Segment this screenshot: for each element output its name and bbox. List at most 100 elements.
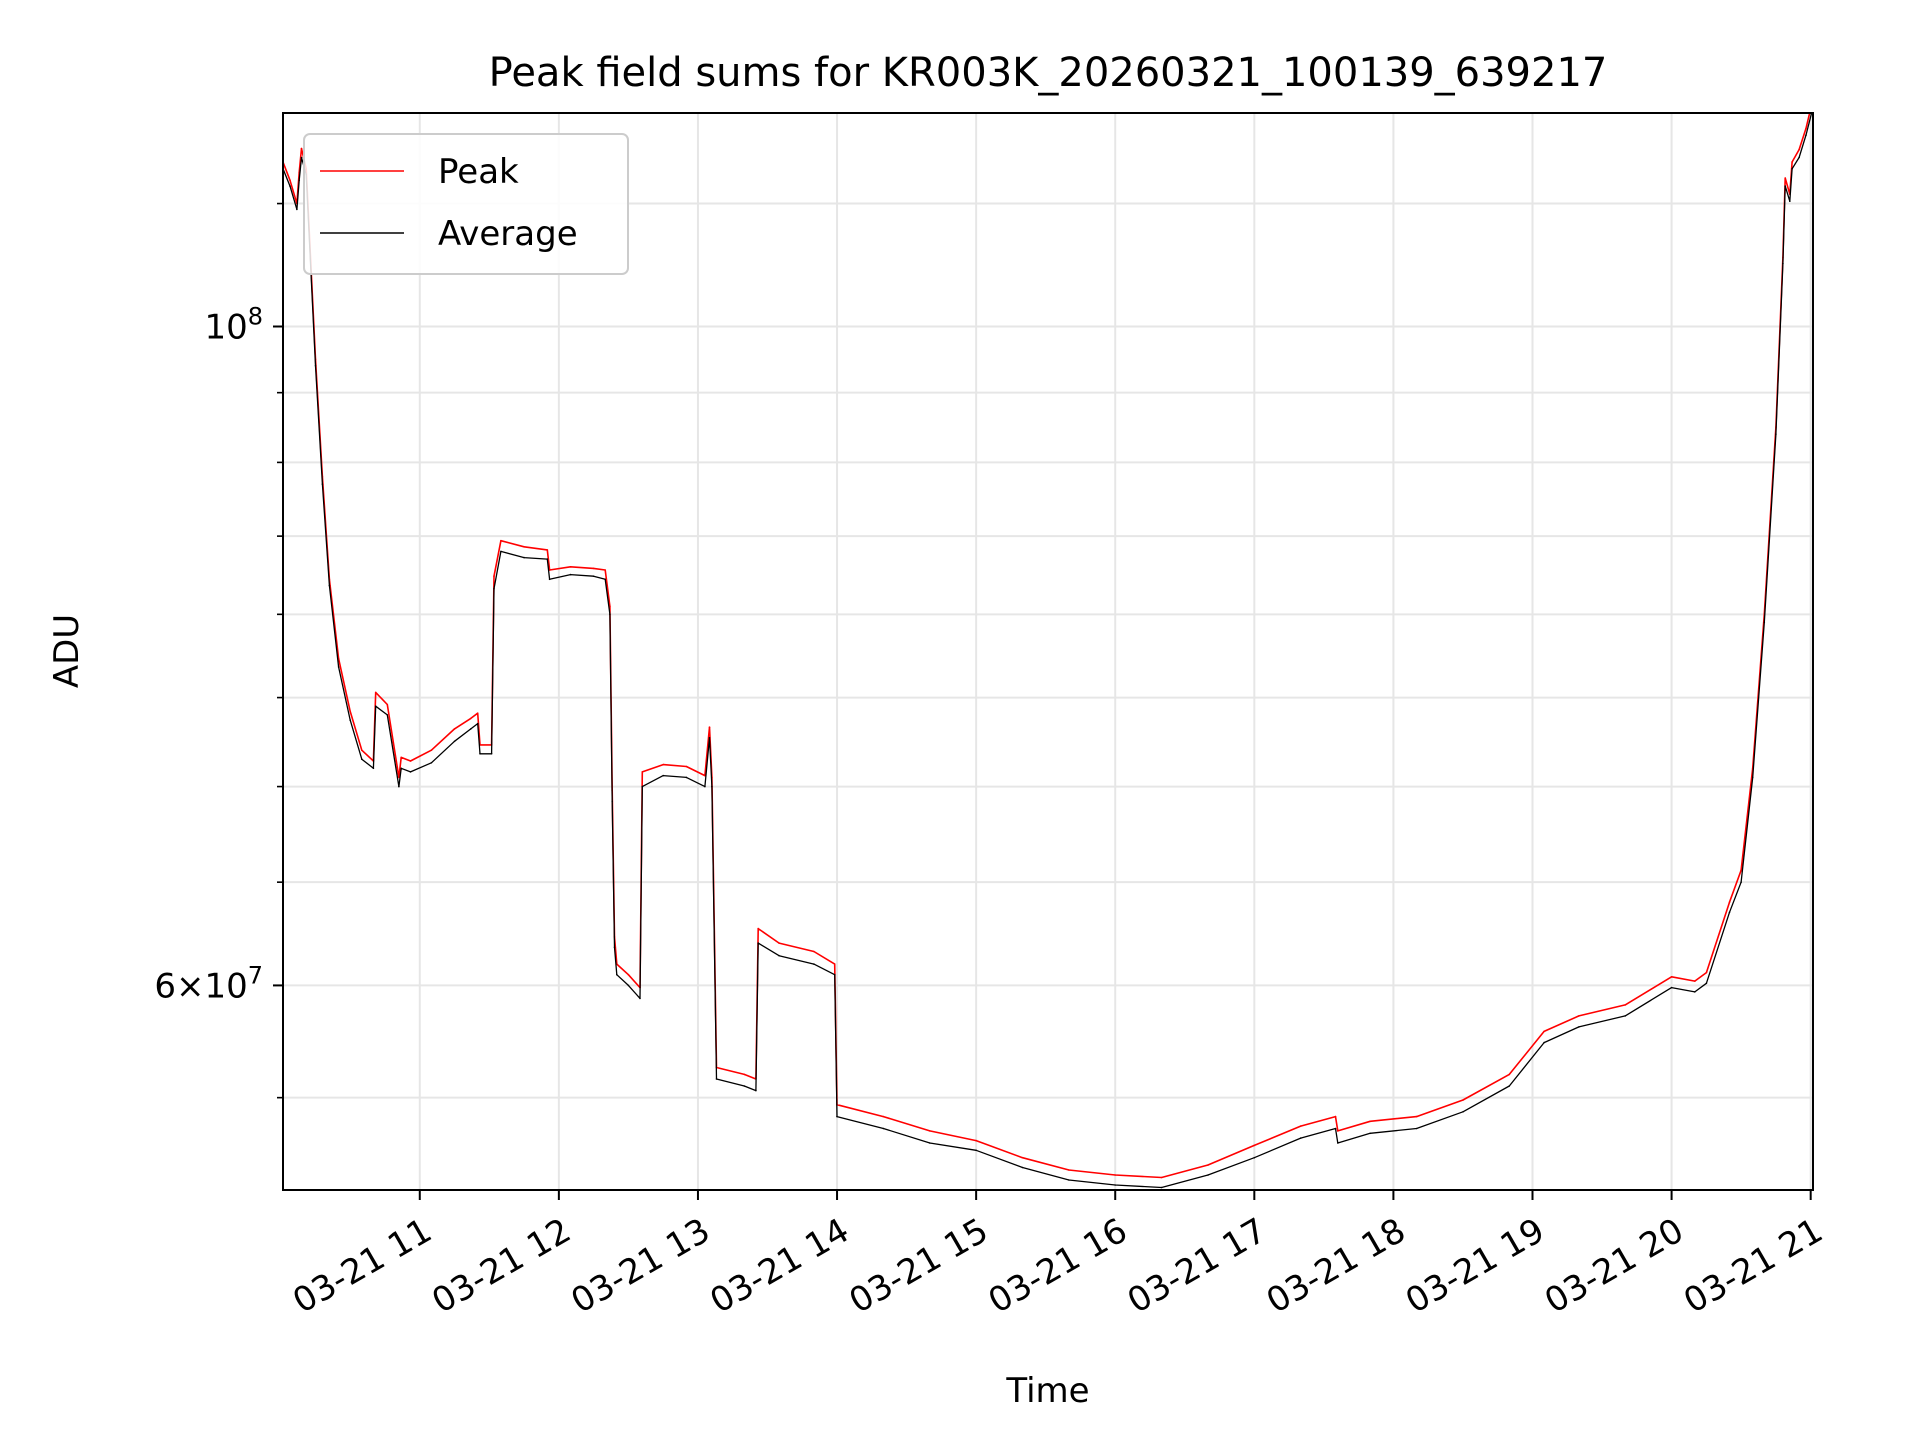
data-point-average: [398, 785, 400, 788]
data-point-average: [1740, 881, 1742, 883]
data-point-average: [627, 984, 630, 987]
data-point-peak: [1728, 901, 1731, 903]
data-point-average: [1334, 1127, 1337, 1130]
data-point-average: [1543, 1041, 1545, 1044]
grid-lines: [283, 113, 1813, 1190]
data-point-peak: [374, 691, 377, 694]
data-point-peak: [1624, 1004, 1626, 1006]
data-point-average: [1462, 1111, 1464, 1113]
data-point-average: [1299, 1137, 1302, 1139]
data-point-average: [1791, 168, 1793, 170]
data-point-peak: [1299, 1125, 1302, 1127]
data-point-average: [1114, 1184, 1116, 1186]
data-point-average: [314, 365, 317, 367]
data-point-peak: [757, 927, 759, 930]
data-point-average: [813, 963, 815, 965]
data-point-peak: [627, 973, 630, 976]
data-point-average: [409, 771, 412, 773]
data-point-peak: [1462, 1099, 1464, 1101]
data-point-average: [386, 714, 389, 716]
data-point-peak: [349, 710, 352, 713]
chart-title: Peak field sums for KR003K_20260321_1001…: [489, 50, 1608, 96]
data-point-average: [662, 774, 664, 777]
data-point-peak: [523, 546, 525, 548]
data-point-peak: [641, 771, 644, 773]
data-point-peak: [929, 1130, 931, 1132]
data-point-average: [975, 1149, 977, 1152]
data-point-peak: [813, 950, 815, 953]
data-point-average: [349, 719, 352, 721]
data-point-peak: [685, 765, 688, 768]
data-point-peak: [1784, 177, 1786, 179]
data-point-average: [1068, 1179, 1070, 1181]
data-point-peak: [1114, 1174, 1116, 1176]
data-point-average: [611, 800, 613, 803]
data-point-average: [289, 185, 291, 187]
data-point-average: [641, 785, 644, 788]
data-point-average: [1763, 621, 1766, 624]
data-point-average: [1337, 1142, 1339, 1144]
axes-frame: [282, 112, 1814, 1191]
data-point-peak: [1207, 1164, 1209, 1166]
legend-label-peak: Peak: [438, 152, 519, 192]
data-point-average: [592, 575, 595, 577]
data-point-peak: [1740, 869, 1742, 872]
data-point-average: [548, 578, 551, 581]
data-point-average: [836, 1115, 838, 1118]
data-point-average: [476, 722, 479, 725]
data-point-average: [711, 785, 713, 788]
data-point-average: [298, 179, 301, 182]
data-point-average: [1789, 200, 1791, 202]
data-point-peak: [430, 749, 433, 751]
data-point-peak: [546, 549, 549, 551]
data-point-average: [374, 705, 377, 707]
axes-background: [283, 113, 1813, 1190]
data-point-average: [453, 740, 456, 743]
data-point-peak: [1068, 1169, 1070, 1171]
data-point-peak: [1369, 1120, 1371, 1123]
data-point-average: [479, 753, 481, 755]
data-point-peak: [1508, 1073, 1511, 1076]
data-point-average: [1207, 1174, 1209, 1176]
data-point-peak: [1160, 1176, 1163, 1179]
data-point-peak: [361, 749, 363, 751]
data-point-average: [337, 666, 340, 668]
data-point-peak: [1021, 1156, 1024, 1159]
data-point-average: [430, 762, 433, 764]
data-point-average: [704, 785, 706, 788]
data-point-average: [1253, 1156, 1256, 1159]
data-point-average: [1021, 1166, 1024, 1169]
data-point-average: [708, 737, 711, 739]
data-point-average: [604, 578, 606, 581]
data-point-average: [1369, 1132, 1371, 1135]
data-point-average: [523, 556, 525, 559]
data-point-peak: [569, 566, 572, 568]
data-point-average: [613, 946, 616, 949]
data-point-average: [361, 758, 363, 760]
data-point-average: [1705, 982, 1708, 985]
data-point-peak: [975, 1139, 977, 1142]
data-point-average: [685, 776, 688, 779]
data-point-average: [929, 1142, 931, 1144]
data-point-average: [1728, 911, 1731, 914]
data-point-peak: [500, 539, 502, 542]
data-point-average: [546, 558, 549, 560]
data-point-average: [1784, 185, 1786, 187]
data-point-average: [1805, 134, 1807, 136]
data-point-peak: [289, 179, 291, 182]
data-point-average: [1694, 991, 1696, 993]
data-point-peak: [386, 703, 389, 706]
data-point-average: [882, 1127, 885, 1130]
data-point-average: [833, 973, 836, 976]
data-point-average: [1751, 776, 1754, 779]
data-point-peak: [409, 760, 412, 762]
data-point-peak: [398, 776, 400, 779]
data-point-peak: [1253, 1144, 1256, 1147]
data-point-average: [400, 767, 403, 770]
data-point-average: [1670, 986, 1673, 989]
data-point-peak: [1694, 980, 1696, 982]
data-point-average: [757, 942, 759, 944]
data-point-average: [1508, 1085, 1511, 1087]
